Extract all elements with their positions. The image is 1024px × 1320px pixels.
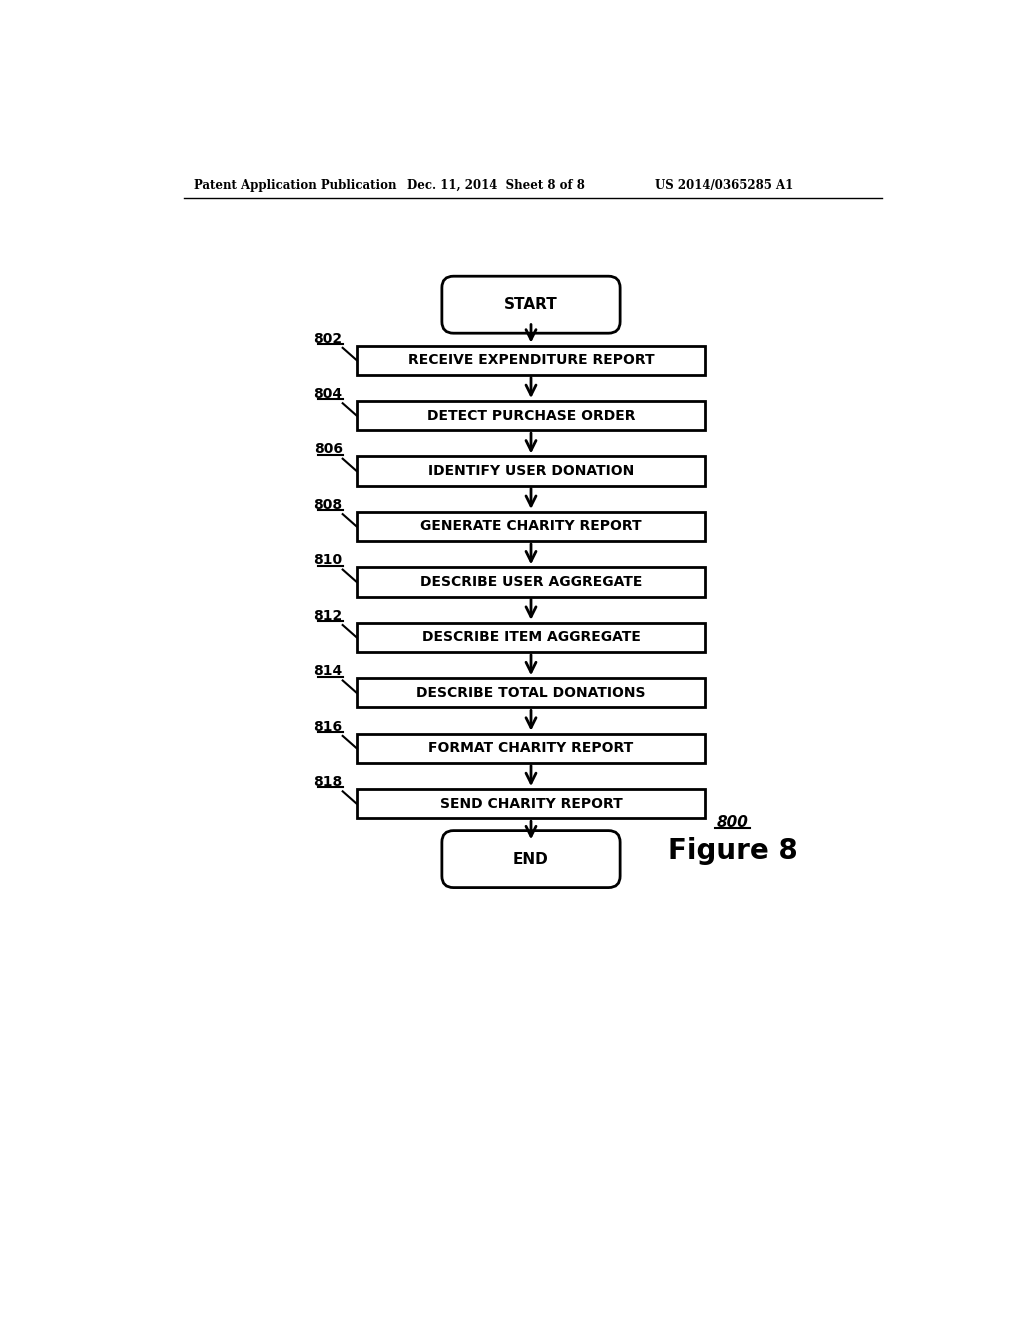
Text: 812: 812 [313,609,343,623]
FancyBboxPatch shape [356,623,706,652]
FancyBboxPatch shape [442,276,621,333]
Text: Figure 8: Figure 8 [668,837,798,866]
Text: RECEIVE EXPENDITURE REPORT: RECEIVE EXPENDITURE REPORT [408,354,654,367]
Text: Dec. 11, 2014  Sheet 8 of 8: Dec. 11, 2014 Sheet 8 of 8 [407,178,585,191]
Text: DETECT PURCHASE ORDER: DETECT PURCHASE ORDER [427,409,635,422]
Text: START: START [504,297,558,313]
Text: IDENTIFY USER DONATION: IDENTIFY USER DONATION [428,465,634,478]
Text: US 2014/0365285 A1: US 2014/0365285 A1 [655,178,794,191]
FancyBboxPatch shape [356,346,706,375]
FancyBboxPatch shape [356,512,706,541]
Text: GENERATE CHARITY REPORT: GENERATE CHARITY REPORT [420,520,642,533]
Text: 804: 804 [313,387,343,401]
FancyBboxPatch shape [442,830,621,887]
Text: 802: 802 [313,331,343,346]
Text: 806: 806 [313,442,343,457]
Text: 814: 814 [313,664,343,678]
Text: DESCRIBE USER AGGREGATE: DESCRIBE USER AGGREGATE [420,576,642,589]
Text: DESCRIBE ITEM AGGREGATE: DESCRIBE ITEM AGGREGATE [422,631,640,644]
Text: FORMAT CHARITY REPORT: FORMAT CHARITY REPORT [428,742,634,755]
Text: 816: 816 [313,719,343,734]
Text: 808: 808 [313,498,343,512]
Text: SEND CHARITY REPORT: SEND CHARITY REPORT [439,797,623,810]
Text: DESCRIBE TOTAL DONATIONS: DESCRIBE TOTAL DONATIONS [416,686,646,700]
FancyBboxPatch shape [356,789,706,818]
FancyBboxPatch shape [356,401,706,430]
Text: END: END [513,851,549,867]
Text: Patent Application Publication: Patent Application Publication [194,178,396,191]
FancyBboxPatch shape [356,457,706,486]
Text: 810: 810 [313,553,343,568]
FancyBboxPatch shape [356,568,706,597]
FancyBboxPatch shape [356,678,706,708]
Text: 800: 800 [717,814,749,830]
FancyBboxPatch shape [356,734,706,763]
Text: 818: 818 [313,775,343,789]
